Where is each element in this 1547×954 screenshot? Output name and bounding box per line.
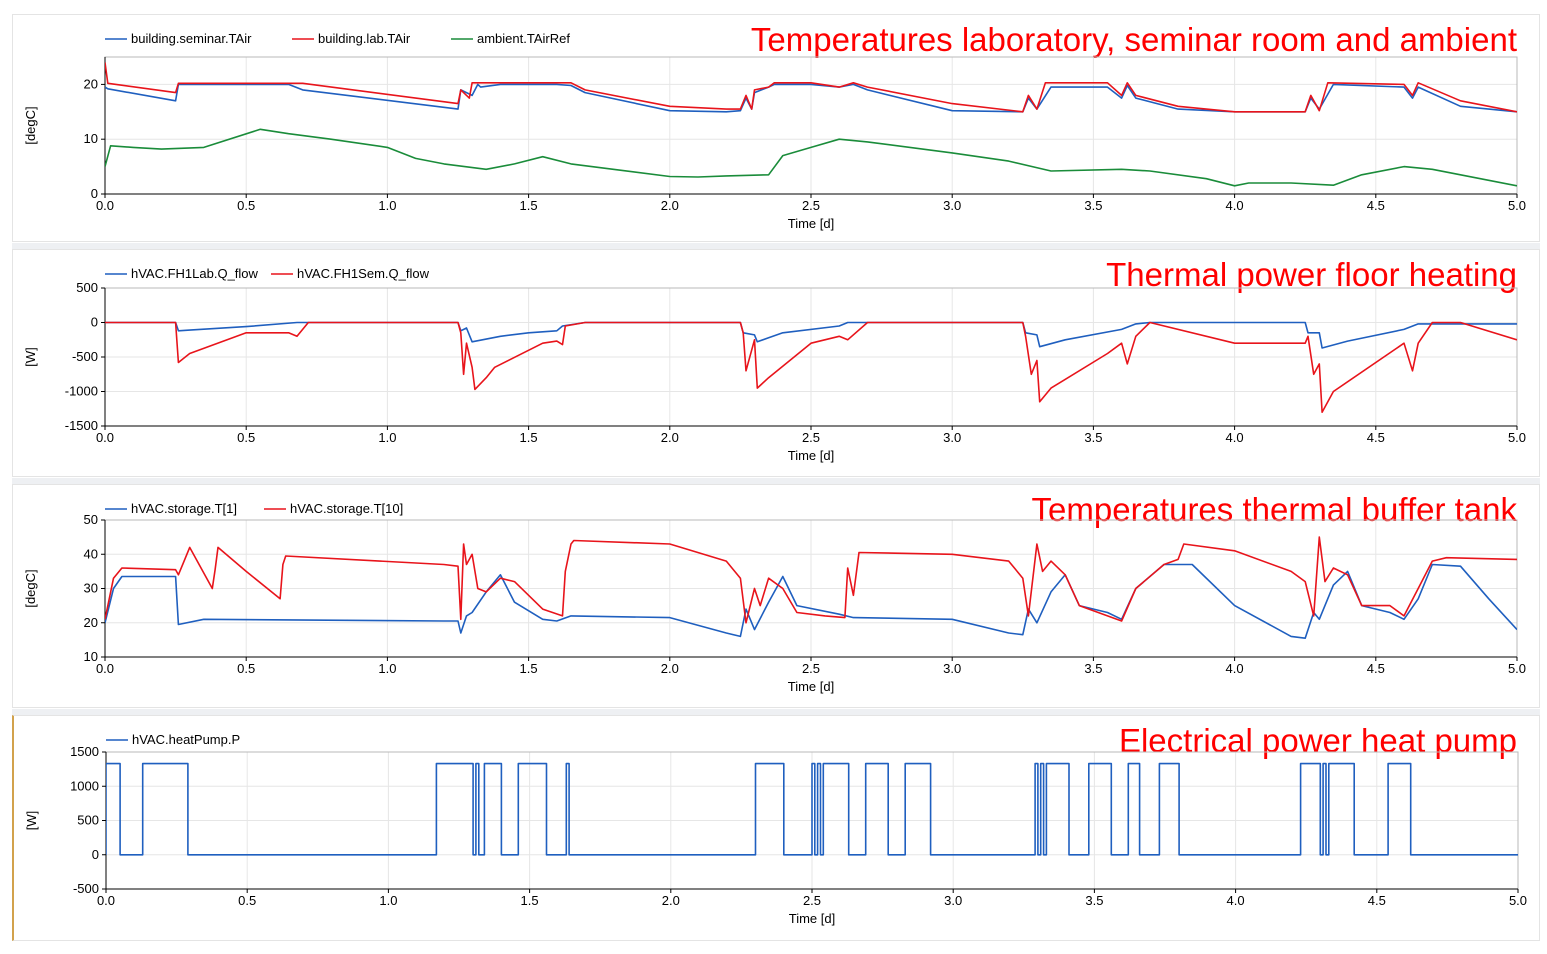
x-tick-label: 2.0 — [661, 198, 679, 213]
x-tick-label: 4.5 — [1368, 893, 1386, 908]
y-tick-label: 40 — [84, 546, 98, 561]
separator — [12, 243, 1540, 249]
y-tick-label: 10 — [84, 131, 98, 146]
legend-label: building.lab.TAir — [318, 31, 411, 46]
x-tick-label: 5.0 — [1508, 198, 1526, 213]
series-line — [105, 536, 1517, 624]
x-tick-label: 3.5 — [1084, 661, 1102, 676]
x-tick-label: 1.5 — [520, 661, 538, 676]
x-tick-label: 3.0 — [943, 198, 961, 213]
y-axis-label: [degC] — [23, 569, 38, 607]
x-tick-label: 2.0 — [661, 661, 679, 676]
y-tick-label: -1000 — [65, 384, 98, 399]
chart-panel-4: Electrical power heat pump 0.0 0.5 1.0 1.5 2… — [12, 715, 1540, 941]
y-tick-label: 0 — [92, 847, 99, 862]
x-tick-label: 5.0 — [1508, 430, 1526, 445]
x-tick-label: 3.0 — [943, 430, 961, 445]
x-tick-label: 0.0 — [96, 430, 114, 445]
x-tick-label: 0.0 — [96, 661, 114, 676]
y-tick-label: 20 — [84, 76, 98, 91]
chart-title-4: Electrical power heat pump — [1118, 722, 1517, 759]
x-tick-label: 4.0 — [1226, 661, 1244, 676]
x-axis-label: Time [d] — [788, 216, 834, 231]
x-tick-label: 5.0 — [1509, 893, 1527, 908]
x-axis-label: Time [d] — [789, 911, 835, 926]
y-tick-label: 50 — [84, 512, 98, 527]
x-tick-label: 2.5 — [802, 198, 820, 213]
x-tick-label: 4.0 — [1227, 893, 1245, 908]
x-tick-label: 4.0 — [1226, 198, 1244, 213]
chart-panel-3: Temperatures thermal buffer tank 0.0 0.5 1… — [12, 484, 1540, 708]
chart-svg-1: 0.0 0.5 1.0 1.5 2.0 2.5 3.0 3.5 4.0 4.5 5.0 0 10 20 Ti… — [23, 31, 1526, 231]
x-tick-label: 0.5 — [237, 198, 255, 213]
chart-svg-3: 0.0 0.5 1.0 1.5 2.0 2.5 3.0 3.5 4.0 4.5 5.0 10 20 30 4… — [23, 501, 1526, 694]
x-tick-label: 4.0 — [1226, 430, 1244, 445]
y-tick-label: -500 — [72, 349, 98, 364]
x-tick-label: 2.5 — [802, 661, 820, 676]
legend-label: hVAC.heatPump.P — [132, 732, 240, 747]
y-tick-label: -500 — [73, 881, 99, 896]
x-tick-label: 0.0 — [97, 893, 115, 908]
y-tick-label: 10 — [84, 649, 98, 664]
series-line — [105, 563, 1517, 639]
legend-label: hVAC.FH1Sem.Q_flow — [297, 266, 430, 281]
x-tick-label: 2.5 — [803, 893, 821, 908]
x-tick-label: 1.0 — [378, 198, 396, 213]
chart-title-2: Thermal power floor heating — [1106, 256, 1517, 293]
x-tick-label: 3.0 — [943, 661, 961, 676]
x-tick-label: 3.5 — [1085, 893, 1103, 908]
x-tick-label: 0.5 — [238, 893, 256, 908]
series-line — [105, 128, 1517, 187]
x-axis-label: Time [d] — [788, 679, 834, 694]
legend-label: hVAC.FH1Lab.Q_flow — [131, 266, 259, 281]
chart-svg-2: 0.0 0.5 1.0 1.5 2.0 2.5 3.0 3.5 4.0 4.5 5.0 -1500 -1… — [23, 266, 1526, 463]
x-tick-label: 0.5 — [237, 661, 255, 676]
x-tick-label: 5.0 — [1508, 661, 1526, 676]
legend-label: hVAC.storage.T[10] — [290, 501, 403, 516]
y-axis-label: [W] — [24, 811, 39, 831]
x-tick-label: 3.0 — [944, 893, 962, 908]
y-tick-label: 0 — [91, 315, 98, 330]
chart-title-1: Temperatures laboratory, seminar room an… — [750, 21, 1517, 58]
chart-panel-2: Thermal power floor heating 0.0 0.5 1.0 1.5… — [12, 249, 1540, 477]
y-tick-label: 500 — [76, 280, 98, 295]
x-tick-label: 2.0 — [661, 430, 679, 445]
y-tick-label: 30 — [84, 581, 98, 596]
x-tick-label: 1.0 — [379, 893, 397, 908]
x-tick-label: 3.5 — [1084, 198, 1102, 213]
y-axis-label: [degC] — [23, 106, 38, 144]
legend-label: ambient.TAirRef — [477, 31, 570, 46]
separator — [12, 478, 1540, 484]
y-tick-label: 1500 — [70, 744, 99, 759]
chart-panel-1: Temperatures laboratory, seminar room an… — [12, 14, 1540, 242]
x-tick-label: 1.0 — [378, 430, 396, 445]
x-tick-label: 0.0 — [96, 198, 114, 213]
series-line — [105, 62, 1517, 113]
y-tick-label: 500 — [77, 813, 99, 828]
x-tick-label: 4.5 — [1367, 198, 1385, 213]
x-tick-label: 4.5 — [1367, 661, 1385, 676]
x-axis-label: Time [d] — [788, 448, 834, 463]
x-tick-label: 1.5 — [521, 893, 539, 908]
x-tick-label: 1.5 — [520, 430, 538, 445]
y-tick-label: 1000 — [70, 778, 99, 793]
x-tick-label: 2.0 — [662, 893, 680, 908]
legend-label: hVAC.storage.T[1] — [131, 501, 237, 516]
y-tick-label: -1500 — [65, 418, 98, 433]
y-tick-label: 20 — [84, 615, 98, 630]
x-tick-label: 0.5 — [237, 430, 255, 445]
series-line — [106, 762, 1518, 856]
y-tick-label: 0 — [91, 186, 98, 201]
x-tick-label: 2.5 — [802, 430, 820, 445]
legend-label: building.seminar.TAir — [131, 31, 252, 46]
y-axis-label: [W] — [23, 347, 38, 367]
chart-title-3: Temperatures thermal buffer tank — [1031, 491, 1517, 528]
x-tick-label: 4.5 — [1367, 430, 1385, 445]
separator — [12, 709, 1540, 715]
x-tick-label: 1.5 — [520, 198, 538, 213]
series-line — [105, 321, 1517, 413]
chart-svg-4: 0.0 0.5 1.0 1.5 2.0 2.5 3.0 3.5 4.0 4.5 5.0 -500 0 50… — [24, 732, 1527, 926]
x-tick-label: 1.0 — [378, 661, 396, 676]
x-tick-label: 3.5 — [1084, 430, 1102, 445]
